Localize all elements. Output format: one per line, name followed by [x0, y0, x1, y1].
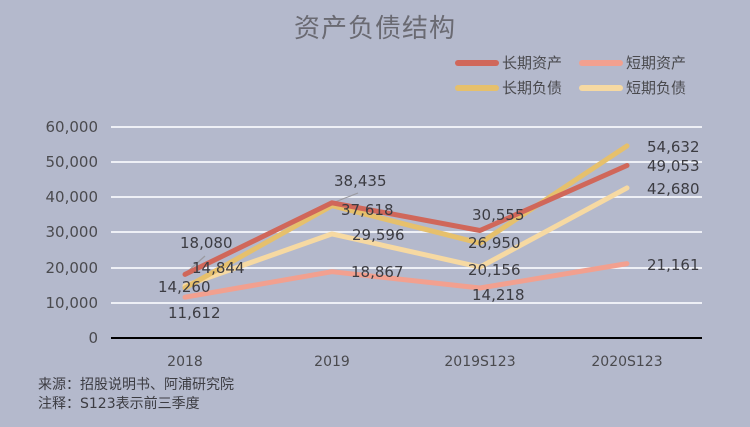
x-axis-ticks: 2018 2019 2019S123 2020S123 [167, 354, 662, 370]
legend-item-short-term-assets: 短期资产 [579, 52, 686, 73]
data-label: 18,867 [351, 263, 404, 281]
y-tick-label: 20,000 [46, 259, 99, 277]
data-label: 26,950 [468, 234, 521, 252]
source-note: 来源：招股说明书、阿浦研究院 [38, 377, 234, 393]
legend-label: 短期资产 [626, 54, 687, 72]
series-long-term-assets [182, 163, 630, 277]
data-label: 37,618 [341, 201, 394, 219]
x-tick-label: 2018 [167, 354, 203, 370]
y-tick-label: 50,000 [46, 153, 99, 171]
data-label: 11,612 [168, 304, 221, 322]
data-label: 30,555 [472, 206, 525, 224]
data-label: 42,680 [647, 180, 700, 198]
x-tick-label: 2020S123 [591, 354, 662, 370]
legend-swatch-icon [579, 84, 623, 91]
series-short-term-assets [182, 261, 630, 300]
y-tick-label: 40,000 [46, 188, 99, 206]
data-label: 14,218 [472, 286, 525, 304]
data-label: 14,844 [192, 259, 245, 277]
x-tick-label: 2019 [314, 354, 350, 370]
y-tick-label: 60,000 [46, 118, 99, 136]
legend-swatch-icon [455, 59, 499, 66]
leader-line [334, 192, 359, 203]
y-axis-ticks: 60,000 50,000 40,000 30,000 20,000 10,00… [46, 118, 99, 347]
data-label: 18,080 [180, 234, 233, 252]
data-labels: 18,080 14,844 14,260 11,612 38,435 37,61… [158, 138, 700, 322]
legend-item-long-term-assets: 长期资产 [455, 52, 562, 73]
x-tick-label: 2019S123 [444, 354, 515, 370]
data-label: 14,260 [158, 278, 211, 296]
y-tick-label: 30,000 [46, 223, 99, 241]
legend-swatch-icon [579, 59, 623, 66]
legend-item-long-term-liabilities: 长期负债 [455, 77, 562, 98]
series-short-term-liabilities [182, 185, 630, 289]
data-label: 20,156 [468, 261, 521, 279]
y-tick-label: 0 [88, 329, 98, 347]
legend-label: 短期负债 [626, 79, 687, 97]
data-label: 38,435 [334, 172, 387, 190]
y-tick-label: 10,000 [46, 294, 99, 312]
chart-title: 资产负债结构 [293, 14, 456, 44]
legend-swatch-icon [455, 84, 499, 91]
remark-note: 注释：S123表示前三季度 [38, 396, 200, 412]
data-label: 29,596 [352, 226, 405, 244]
legend-label: 长期资产 [502, 54, 563, 72]
legend-label: 长期负债 [502, 79, 563, 97]
data-label: 54,632 [647, 138, 700, 156]
data-label: 21,161 [647, 256, 700, 274]
legend-item-short-term-liabilities: 短期负债 [579, 77, 686, 98]
data-label: 49,053 [647, 157, 700, 175]
series-long-term-liabilities [182, 143, 630, 291]
